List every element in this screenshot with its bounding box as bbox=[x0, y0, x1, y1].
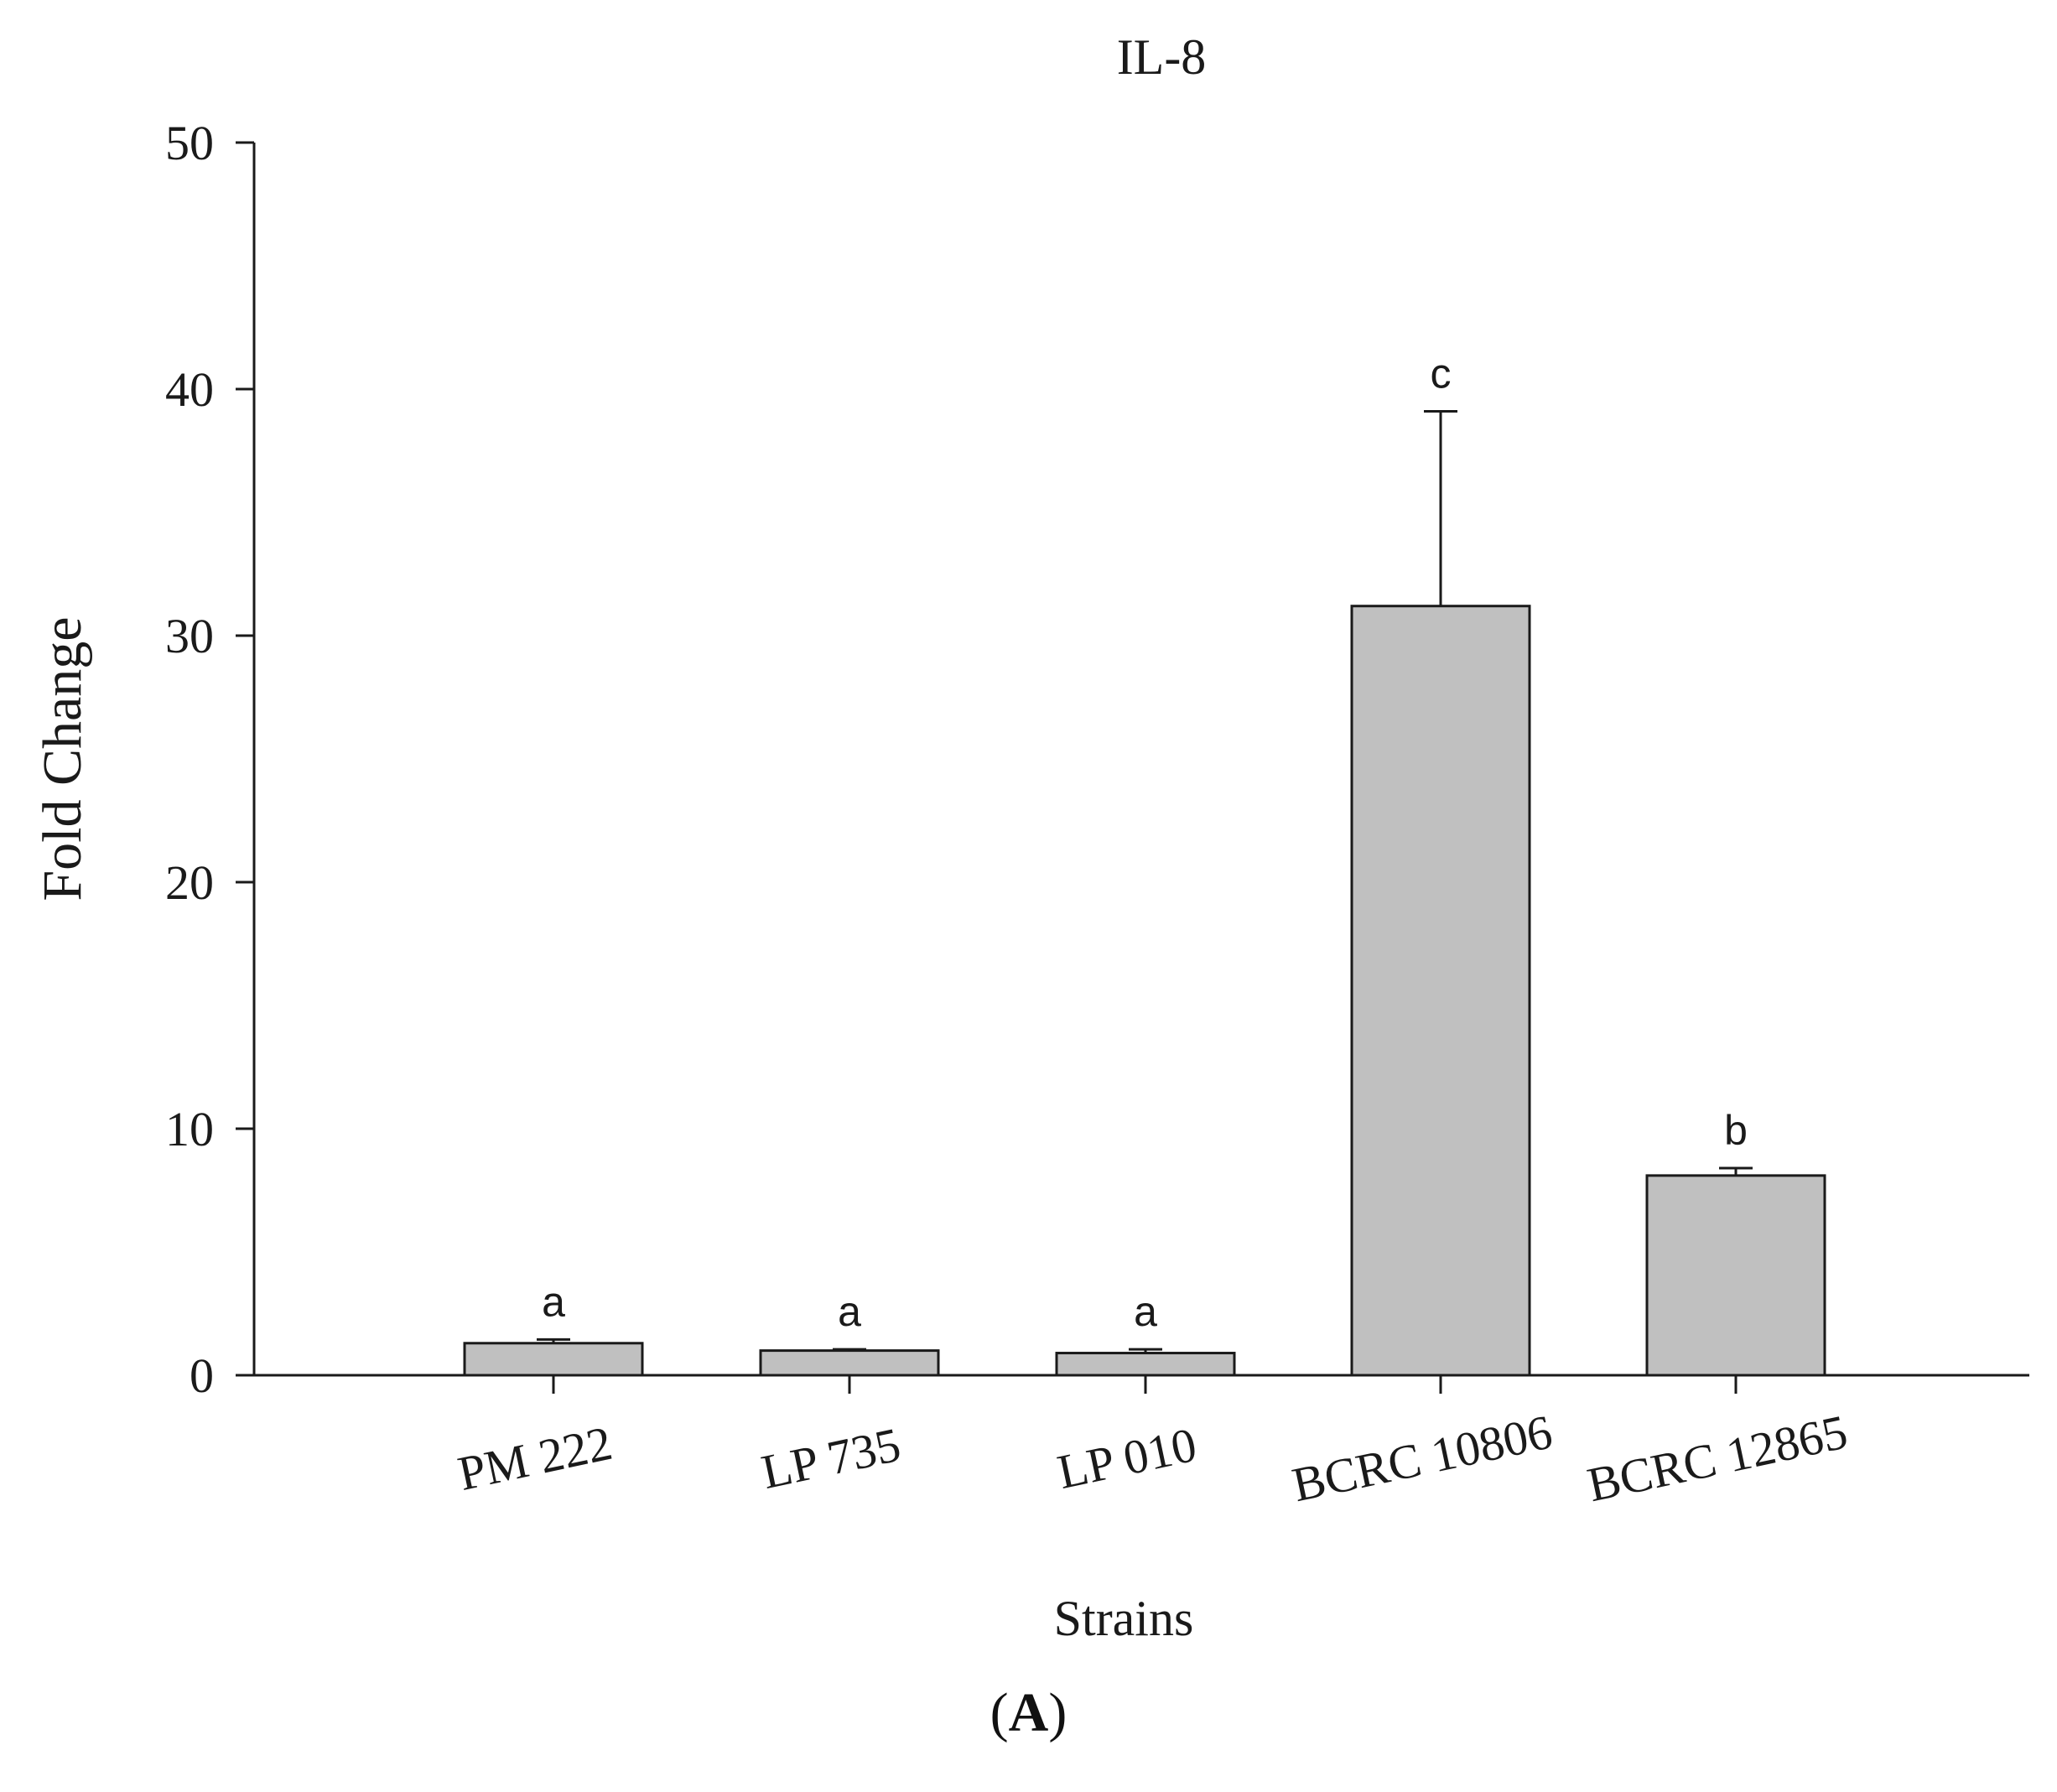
panel-label: (A) bbox=[0, 1681, 2057, 1745]
bar bbox=[1350, 605, 1531, 1377]
significance-label: c bbox=[1431, 350, 1452, 397]
bar bbox=[1055, 1352, 1236, 1377]
plot-area: 0 10 20 30 40 50 a PM 222 a LP 735 a LP 010 c BCRC 10… bbox=[165, 116, 2029, 1512]
x-axis-label: Strains bbox=[1054, 1591, 1194, 1646]
y-tick-label: 30 bbox=[165, 609, 214, 663]
x-tick-label: BCRC 10806 bbox=[1287, 1404, 1556, 1512]
x-tick-label: LP 735 bbox=[756, 1417, 905, 1499]
bar bbox=[1645, 1174, 1826, 1377]
panel-label-close: ) bbox=[1048, 1682, 1067, 1743]
chart-title: IL-8 bbox=[1117, 29, 1207, 85]
x-tick-label: PM 222 bbox=[454, 1415, 617, 1501]
bar bbox=[759, 1349, 940, 1377]
significance-label: a bbox=[1134, 1288, 1157, 1335]
significance-label: b bbox=[1724, 1107, 1748, 1154]
significance-label: a bbox=[542, 1278, 565, 1325]
panel-label-letter: A bbox=[1008, 1682, 1049, 1743]
panel-label-open: ( bbox=[990, 1682, 1009, 1743]
y-tick-label: 0 bbox=[190, 1348, 214, 1403]
y-tick-label: 10 bbox=[165, 1102, 214, 1156]
y-axis-label: Fold Change bbox=[32, 616, 93, 901]
bar bbox=[463, 1342, 644, 1377]
significance-label: a bbox=[838, 1288, 861, 1335]
x-tick-label: BCRC 12865 bbox=[1582, 1404, 1852, 1512]
y-tick-label: 20 bbox=[165, 855, 214, 910]
x-tick-label: LP 010 bbox=[1052, 1417, 1201, 1499]
y-tick-label: 50 bbox=[165, 116, 214, 170]
y-tick-label: 40 bbox=[165, 362, 214, 417]
